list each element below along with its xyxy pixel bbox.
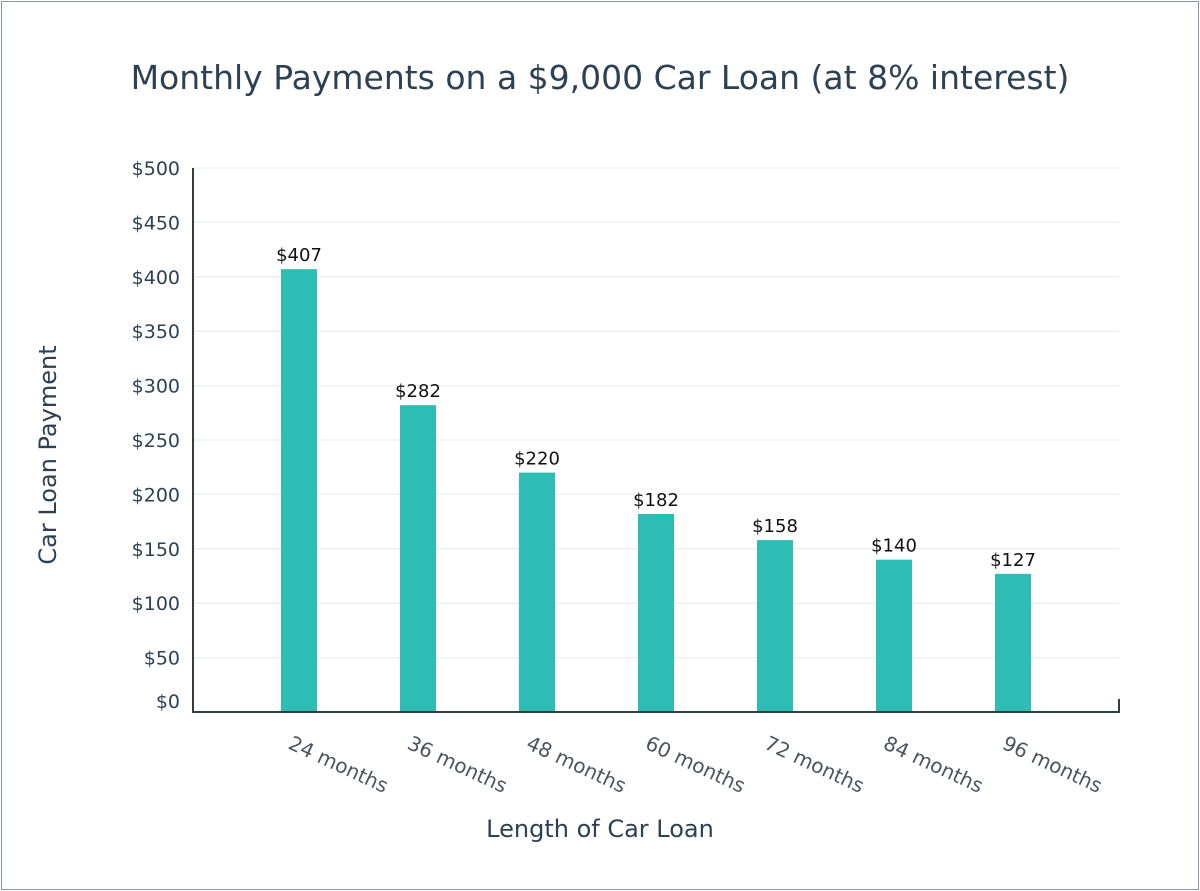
x-tick-label: 48 months xyxy=(523,731,630,798)
y-tick-label: $450 xyxy=(132,212,180,234)
y-tick-label: $250 xyxy=(132,430,180,452)
y-tick-label: $100 xyxy=(132,593,180,615)
bar-value-label: $282 xyxy=(395,381,441,402)
x-tick-label: 96 months xyxy=(999,731,1106,798)
bar xyxy=(757,540,793,712)
x-axis-categories: 24 months 36 months 48 months 60 months 72 m… xyxy=(285,731,1106,798)
y-tick-label: $200 xyxy=(132,484,180,506)
bar-value-label: $140 xyxy=(871,536,917,557)
bar xyxy=(519,472,555,712)
bar-value-label: $158 xyxy=(752,516,798,537)
x-axis-title: Length of Car Loan xyxy=(486,815,714,843)
bars: $407 $282 $220 $182 $158 $140 $127 xyxy=(276,245,1036,712)
bar xyxy=(400,405,436,712)
bar xyxy=(995,573,1031,712)
y-tick-label: $300 xyxy=(132,376,180,398)
y-tick-label: $0 xyxy=(156,691,180,713)
y-tick-label: $150 xyxy=(132,539,180,561)
x-tick-label: 60 months xyxy=(642,731,749,798)
bar xyxy=(281,269,317,712)
bar xyxy=(638,513,674,712)
bar xyxy=(876,559,912,712)
bar-value-label: $407 xyxy=(276,245,322,266)
y-tick-label: $50 xyxy=(144,648,180,670)
x-tick-label: 36 months xyxy=(404,731,511,798)
bar-value-label: $127 xyxy=(990,550,1036,571)
y-tick-label: $500 xyxy=(132,158,180,180)
x-tick-label: 84 months xyxy=(880,731,987,798)
axes xyxy=(192,168,1120,713)
x-tick-label: 24 months xyxy=(285,731,392,798)
y-tick-label: $400 xyxy=(132,267,180,289)
y-tick-label: $350 xyxy=(132,321,180,343)
bar-value-label: $220 xyxy=(514,449,560,470)
y-axis-ticks: $0 $50 $100 $150 $200 $250 $300 $350 $400 $450 $50… xyxy=(132,158,180,713)
bar-value-label: $182 xyxy=(633,490,679,511)
chart-title: Monthly Payments on a $9,000 Car Loan (a… xyxy=(130,58,1070,97)
x-tick-label: 72 months xyxy=(761,731,868,798)
